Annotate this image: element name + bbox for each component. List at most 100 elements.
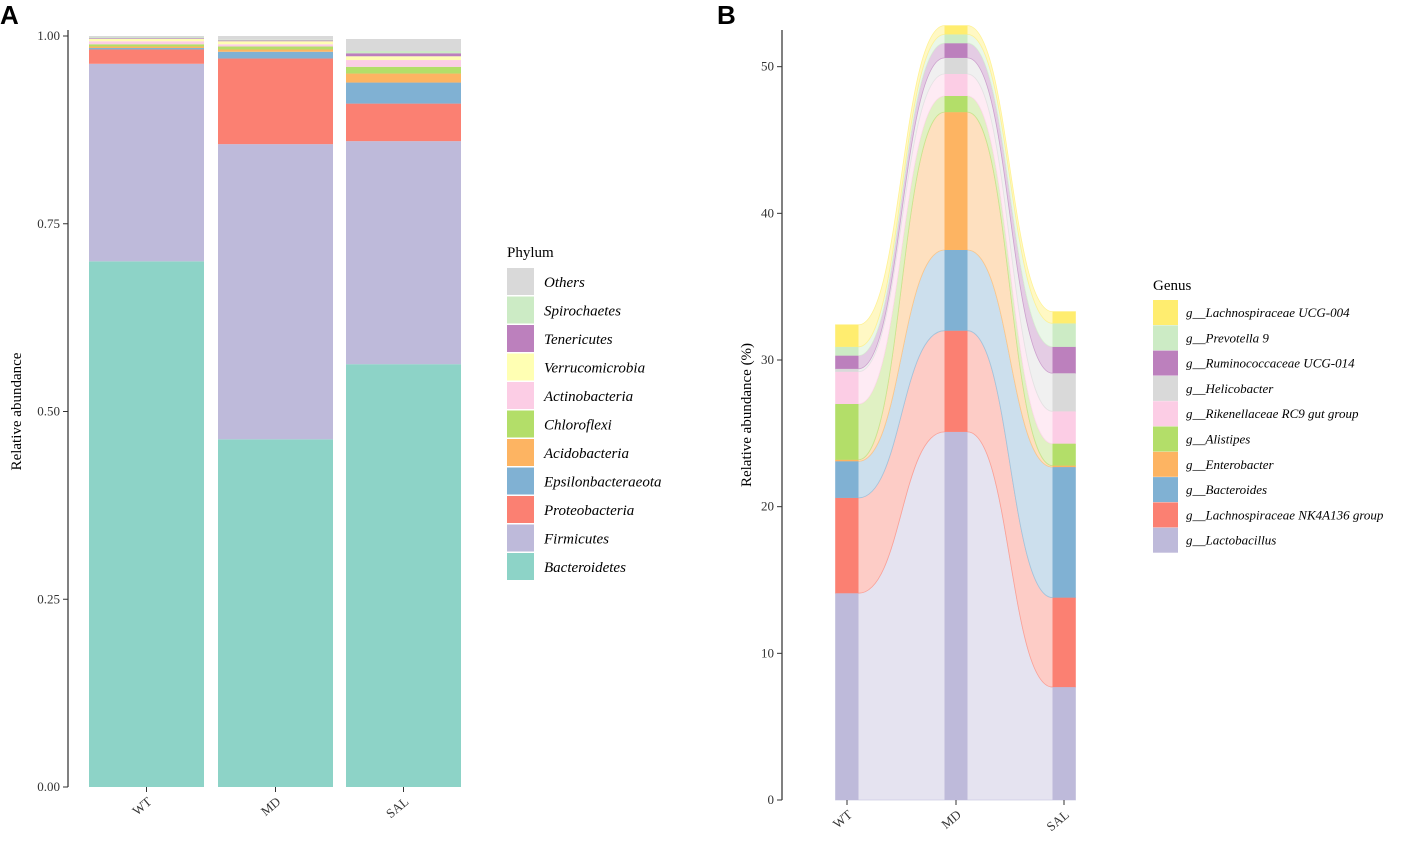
bar-segment-wt-proteobacteria	[89, 49, 204, 64]
bar-segment-sal-spirochaetes	[346, 51, 461, 54]
legend-swatch-g-prevotella-9	[1153, 325, 1178, 351]
legend-label-g-bacteroides: g__Bacteroides	[1186, 482, 1267, 497]
legend-label-g-prevotella-9: g__Prevotella 9	[1186, 330, 1269, 345]
bar-segment-wt-verrucomicrobia	[89, 39, 204, 42]
legend-swatch-actinobacteria	[507, 382, 534, 409]
legend-label-g-lachnospiraceae-ucg-004: g__Lachnospiraceae UCG-004	[1186, 305, 1350, 320]
panel-b-y-tick-label: 0	[768, 792, 775, 807]
stack-block-md-g-bacteroides	[944, 250, 968, 331]
bar-segment-wt-epsilonbacteraeota	[89, 48, 204, 50]
legend-swatch-acidobacteria	[507, 439, 534, 466]
stack-block-sal-g-lactobacillus	[1052, 687, 1076, 800]
bar-segment-md-verrucomicrobia	[218, 41, 333, 45]
panel-a-x-tick-label-md: MD	[258, 794, 284, 819]
stack-block-sal-g-prevotella-9	[1052, 323, 1076, 347]
legend-label-g-lachnospiraceae-nk4a136-group: g__Lachnospiraceae NK4A136 group	[1186, 507, 1384, 522]
bar-segment-sal-verrucomicrobia	[346, 56, 461, 61]
panel-a-y-tick-label: 1.00	[37, 28, 60, 43]
bar-segment-wt-tenericutes	[89, 38, 204, 40]
bar-segment-sal-epsilonbacteraeota	[346, 82, 461, 104]
bar-segment-md-epsilonbacteraeota	[218, 51, 333, 59]
panel-b-y-axis-title: Relative abundance (%)	[739, 343, 755, 487]
stack-block-sal-g-enterobacter	[1052, 465, 1076, 468]
legend-label-spirochaetes: Spirochaetes	[544, 304, 621, 320]
stack-block-md-g-rikenellaceae-rc9-gut-group	[944, 74, 968, 96]
panel-a-x-tick-label-wt: WT	[129, 794, 154, 819]
bar-segment-md-acidobacteria	[218, 49, 333, 52]
legend-swatch-g-ruminococcaceae-ucg-014	[1153, 350, 1178, 376]
stack-block-wt-g-lactobacillus	[835, 593, 859, 800]
stack-block-md-g-ruminococcaceae-ucg-014	[944, 43, 968, 58]
legend-swatch-g-helicobacter	[1153, 375, 1178, 401]
bar-segment-wt-acidobacteria	[89, 46, 204, 49]
panel-b-x-tick-label-md: MD	[938, 807, 964, 832]
stack-block-md-g-lachnospiraceae-nk4a136-group	[944, 330, 968, 432]
bar-segment-md-bacteroidetes	[218, 439, 333, 787]
bar-segment-sal-others	[346, 39, 461, 52]
panel-b-y-tick-label: 50	[761, 59, 774, 74]
legend-swatch-tenericutes	[507, 325, 534, 352]
stack-block-sal-g-ruminococcaceae-ucg-014	[1052, 346, 1076, 374]
legend-label-others: Others	[544, 275, 585, 291]
panel-a-y-tick-label: 0.00	[37, 779, 60, 794]
legend-swatch-g-lactobacillus	[1153, 527, 1178, 553]
bar-segment-wt-chloroflexi	[89, 44, 204, 47]
legend-swatch-firmicutes	[507, 524, 534, 552]
legend-label-acidobacteria: Acidobacteria	[543, 446, 629, 462]
legend-label-g-enterobacter: g__Enterobacter	[1186, 457, 1275, 472]
legend-swatch-g-lachnospiraceae-nk4a136-group	[1153, 502, 1178, 528]
bar-segment-wt-bacteroidetes	[89, 261, 204, 787]
legend-label-bacteroidetes: Bacteroidetes	[544, 560, 626, 576]
legend-label-g-helicobacter: g__Helicobacter	[1186, 381, 1274, 396]
stack-block-wt-g-helicobacter	[835, 368, 859, 372]
panel-b-y-tick-label: 30	[761, 352, 774, 367]
panel-a: A 0.00 0.25 0.50 0.75 1.00 Relative abundance W…	[0, 0, 661, 821]
panel-a-y-axis-title: Relative abundance	[9, 352, 25, 470]
bar-segment-sal-bacteroidetes	[346, 364, 461, 787]
legend-label-verrucomicrobia: Verrucomicrobia	[544, 361, 645, 377]
legend-swatch-epsilonbacteraeota	[507, 467, 534, 495]
legend-label-g-ruminococcaceae-ucg-014: g__Ruminococcaceae UCG-014	[1186, 356, 1355, 371]
panel-a-x-tick-label-sal: SAL	[383, 794, 412, 821]
stack-block-sal-g-alistipes	[1052, 443, 1076, 466]
panel-b-y-tick-label: 20	[761, 499, 774, 514]
legend-label-g-rikenellaceae-rc9-gut-group: g__Rikenellaceae RC9 gut group	[1186, 406, 1359, 421]
legend-swatch-g-enterobacter	[1153, 451, 1178, 477]
bar-segment-sal-tenericutes	[346, 53, 461, 57]
bar-segment-sal-acidobacteria	[346, 73, 461, 83]
stack-block-md-g-lactobacillus	[944, 431, 968, 800]
bar-segment-sal-proteobacteria	[346, 103, 461, 142]
legend-swatch-others	[507, 268, 534, 295]
stack-block-sal-g-helicobacter	[1052, 373, 1076, 412]
stack-block-sal-g-bacteroides	[1052, 467, 1076, 598]
bar-segment-md-proteobacteria	[218, 58, 333, 145]
legend-label-g-lactobacillus: g__Lactobacillus	[1186, 533, 1276, 548]
bar-segment-sal-chloroflexi	[346, 66, 461, 74]
bar-segment-wt-firmicutes	[89, 63, 204, 262]
legend-swatch-bacteroidetes	[507, 553, 534, 580]
legend-swatch-chloroflexi	[507, 410, 534, 438]
legend-swatch-spirochaetes	[507, 296, 534, 324]
bar-segment-sal-firmicutes	[346, 141, 461, 365]
bar-segment-md-spirochaetes	[218, 39, 333, 41]
legend-label-chloroflexi: Chloroflexi	[544, 418, 612, 434]
bar-segment-md-chloroflexi	[218, 46, 333, 50]
panel-b: B 0 10 20 30 40 50 Relative abundance (%) WT MD SA…	[717, 0, 1384, 834]
legend-label-tenericutes: Tenericutes	[544, 332, 613, 348]
bar-segment-md-tenericutes	[218, 40, 333, 42]
panel-a-y-tick-label: 0.50	[37, 404, 60, 419]
panel-a-y-tick-label: 0.25	[37, 591, 60, 606]
legend-label-firmicutes: Firmicutes	[543, 532, 609, 548]
legend-swatch-proteobacteria	[507, 496, 534, 523]
legend-swatch-g-bacteroides	[1153, 477, 1178, 503]
stack-block-md-g-helicobacter	[944, 57, 968, 74]
legend-swatch-g-alistipes	[1153, 426, 1178, 452]
stack-block-wt-g-rikenellaceae-rc9-gut-group	[835, 371, 859, 404]
panel-a-legend-title: Phylum	[507, 245, 554, 261]
legend-label-epsilonbacteraeota: Epsilonbacteraeota	[543, 475, 661, 491]
stack-block-wt-g-lachnospiraceae-nk4a136-group	[835, 497, 859, 594]
legend-swatch-g-lachnospiraceae-ucg-004	[1153, 300, 1178, 325]
panel-a-letter: A	[0, 0, 19, 30]
stack-block-sal-g-rikenellaceae-rc9-gut-group	[1052, 411, 1076, 444]
stack-block-sal-g-lachnospiraceae-ucg-004	[1052, 311, 1076, 324]
